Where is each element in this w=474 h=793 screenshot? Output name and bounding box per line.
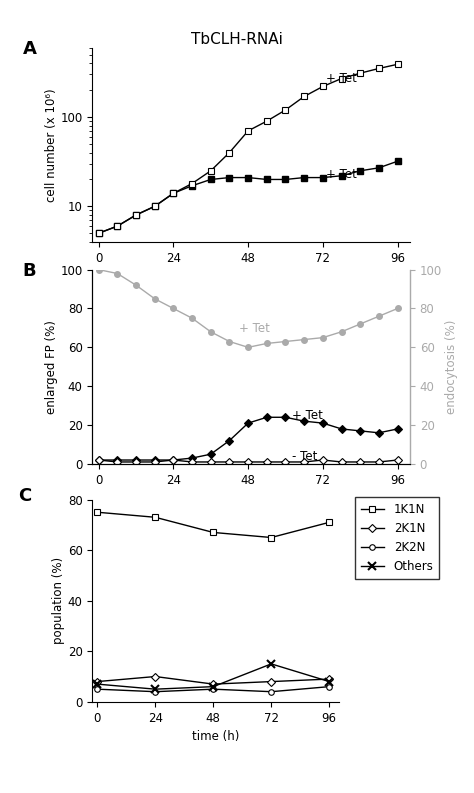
Text: + Tet: + Tet: [326, 71, 357, 85]
Text: + Tet: + Tet: [292, 409, 323, 422]
Text: TbCLH-RNAi: TbCLH-RNAi: [191, 32, 283, 47]
Text: + Tet: + Tet: [326, 167, 357, 181]
Y-axis label: cell number (x 10⁶): cell number (x 10⁶): [45, 88, 58, 201]
Text: C: C: [18, 488, 32, 505]
Y-axis label: enlarged FP (%): enlarged FP (%): [45, 320, 58, 414]
Text: A: A: [23, 40, 36, 58]
Y-axis label: endocytosis (%): endocytosis (%): [445, 320, 458, 414]
Legend: 1K1N, 2K1N, 2K2N, Others: 1K1N, 2K1N, 2K2N, Others: [355, 497, 439, 579]
X-axis label: time (h): time (h): [192, 730, 239, 743]
Text: + Tet: + Tet: [239, 322, 270, 335]
Text: B: B: [23, 262, 36, 280]
Y-axis label: population (%): population (%): [52, 557, 65, 644]
Text: - Tet: - Tet: [292, 450, 317, 463]
